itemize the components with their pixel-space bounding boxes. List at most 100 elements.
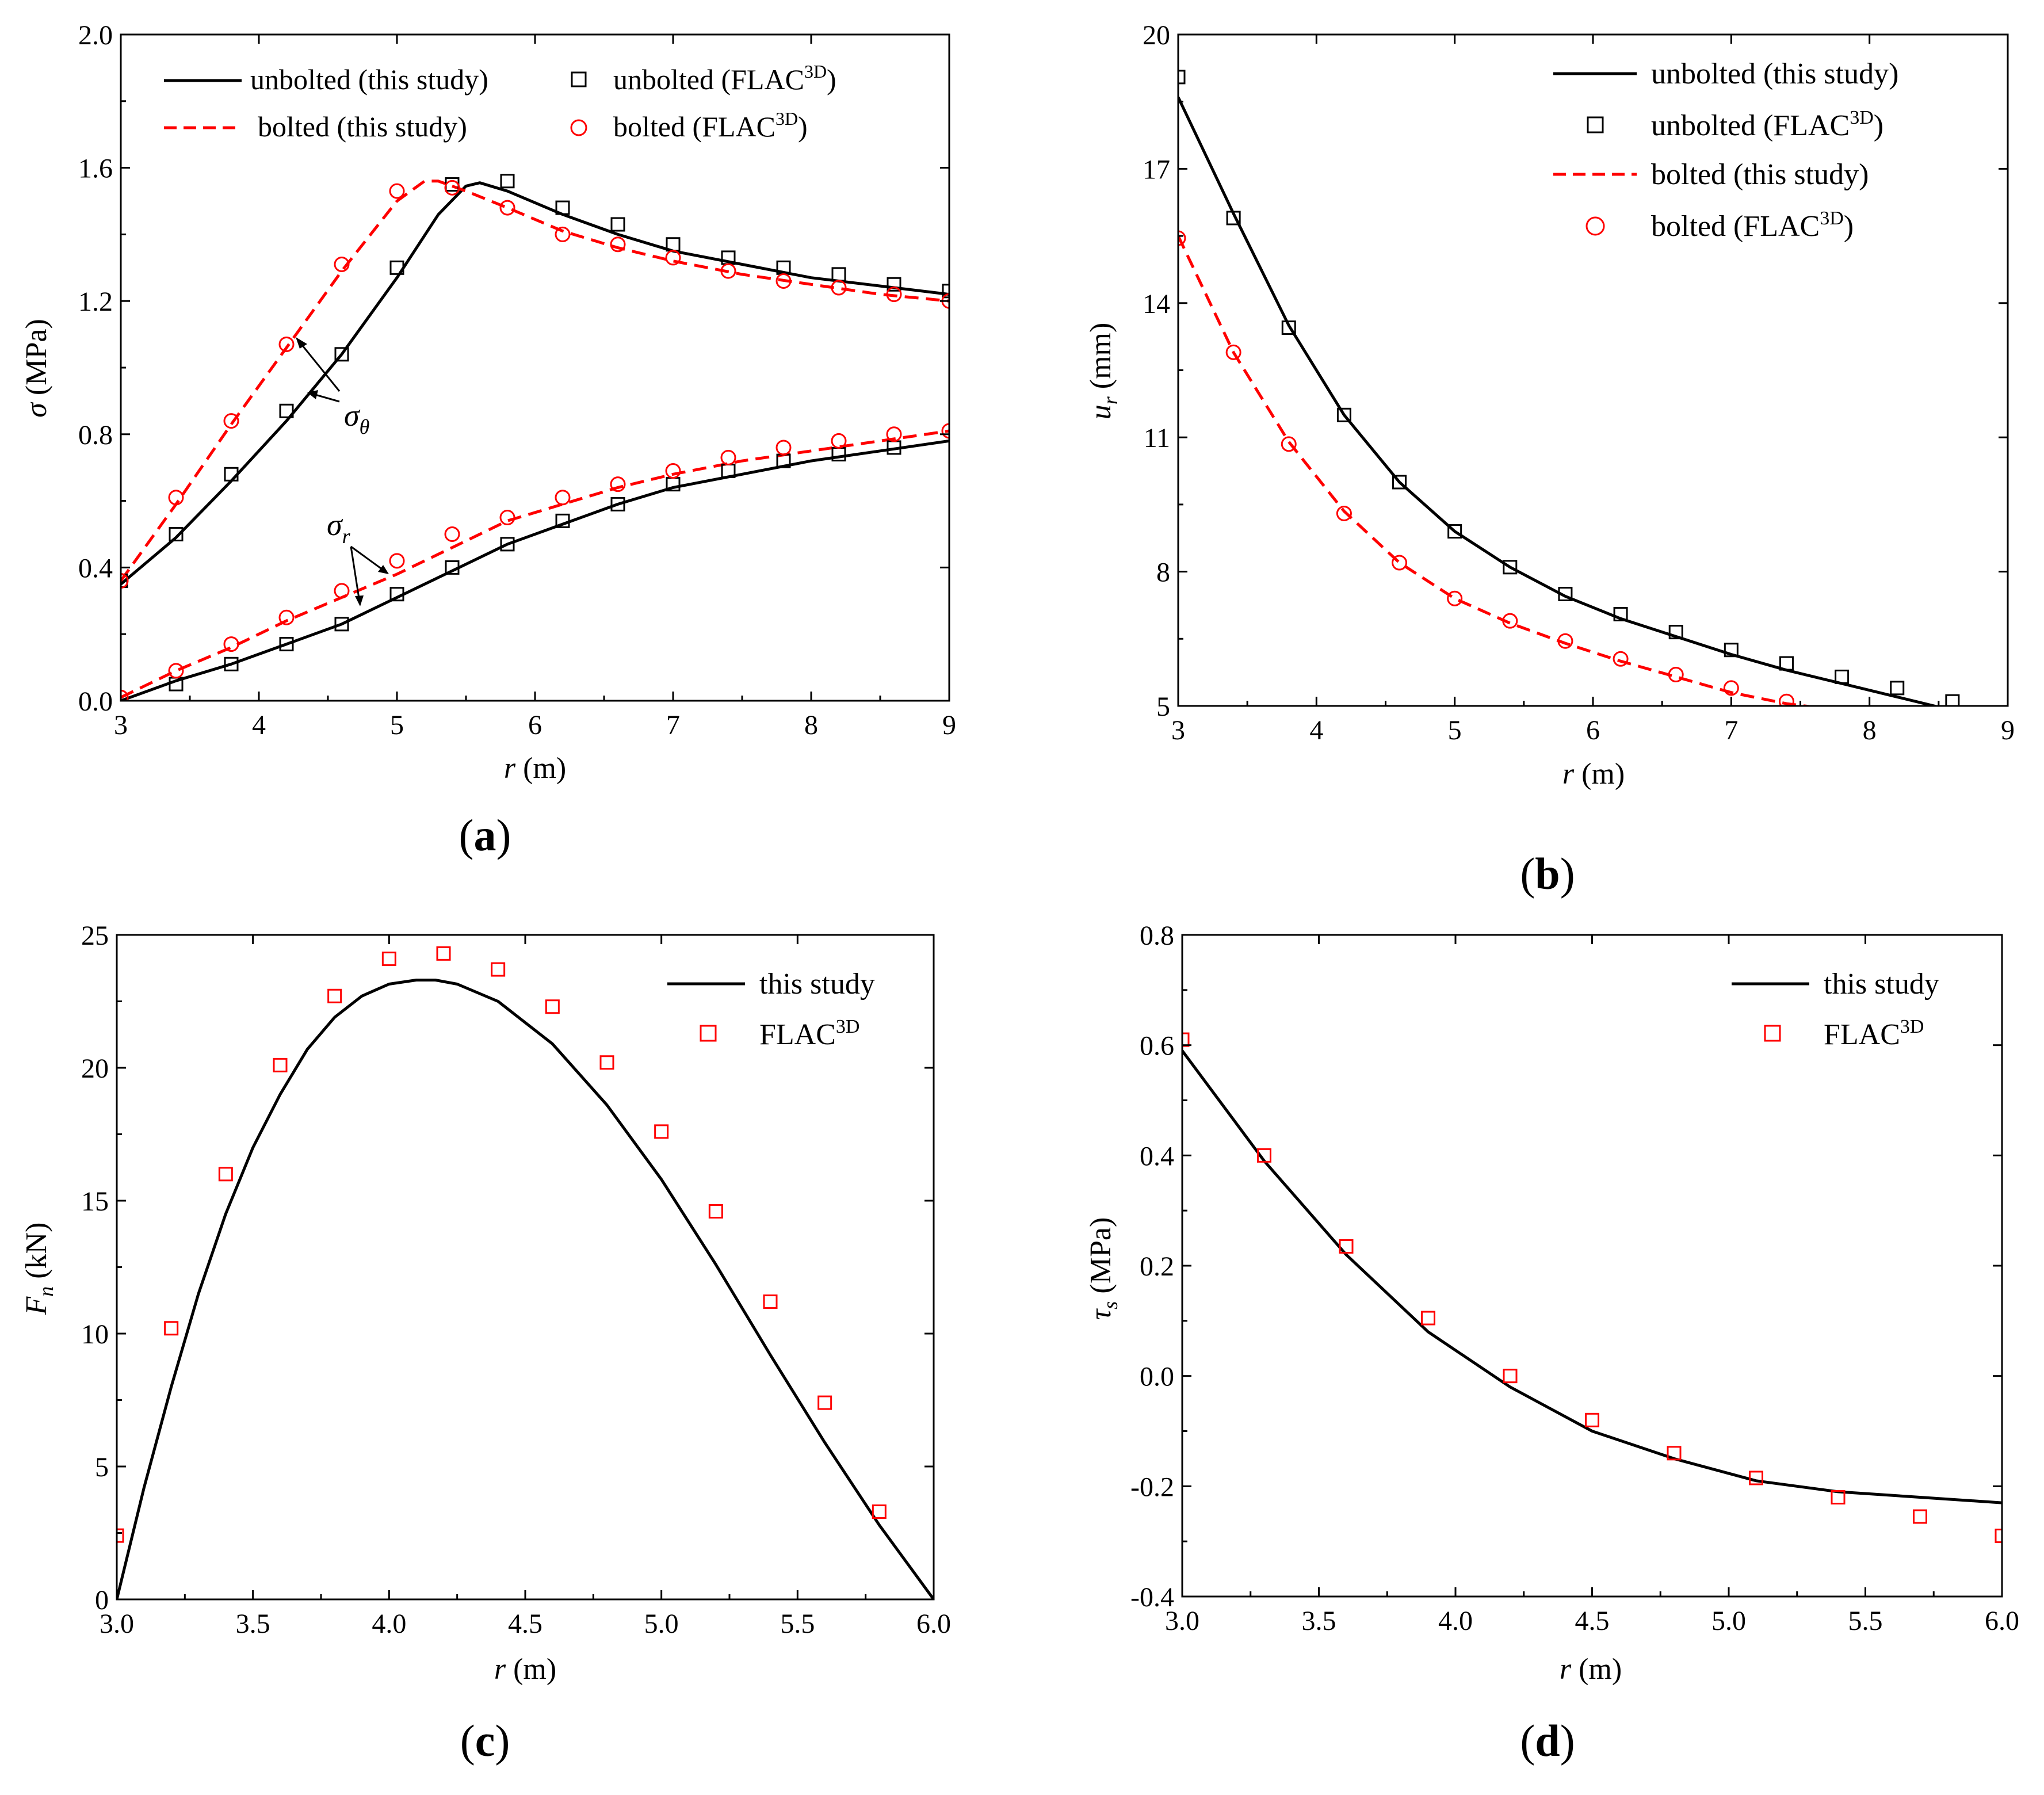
panel-a-series-6-point [500,537,515,552]
panel-d-x-tick-label: 4.0 [1438,1606,1473,1636]
panel-a-annotation-sigma-r: σr [327,507,389,606]
panel-c-series-1-point [436,946,451,961]
panel-a-series-7-point [831,433,847,449]
panel-a-y-tick-label: 1.6 [78,154,113,184]
panel-b-series-3-point [1557,633,1573,649]
panel-b-legend-bolted-flac3d: bolted (FLAC3D) [1651,208,1854,243]
panel-a-arrow-sigma-r-1 [350,545,383,571]
panel-a-series-2-line [121,439,949,701]
panel-a-series-4-point [555,200,570,215]
panel-b-series-2-point [1945,694,1960,706]
panel-b-legend-swatch-unbolted-square [1587,116,1604,133]
panel-c-legend-this-study: this study [759,968,875,1000]
panel-b-x-tick-label: 4 [1309,715,1323,746]
panel-b: 3 4 5 6 7 8 9 5 8 11 14 17 20 ur (mm) r (m) (b) unbo… [1084,20,2015,899]
panel-b-series-2-point [1724,643,1739,658]
panel-a-series-7-point [444,526,460,542]
panel-a-x-tick-label: 6 [528,710,542,740]
panel-b-series-2-point [1336,407,1351,422]
panel-a-series-4-point [389,260,404,275]
panel-a-series-5-point [334,257,350,273]
panel-c-ticks: 3.0 3.5 4.0 4.5 5.0 5.5 6.0 0 5 10 15 20 25 [81,921,951,1639]
panel-a-series-6-point [389,587,404,602]
panel-a-arrow-sigma-r-2 [350,546,360,599]
panel-a-plot-frame [120,33,950,702]
panel-b-label: (b) [1520,849,1575,899]
panel-a-x-axis-label: r (m) [504,752,566,785]
panel-d-y-tick-label: 0.0 [1140,1362,1174,1392]
panel-b-y-tick-label: 11 [1144,423,1170,453]
panel-a-x-tick-label: 5 [390,710,404,740]
panel-d-y-tick-label: -0.2 [1130,1472,1174,1502]
panel-b-series-2-point [1447,524,1462,539]
panel-c-series [117,946,934,1599]
panel-d-series-1-point [1667,1446,1682,1461]
panel-a-series-6-point [445,560,460,575]
panel-d-series-1-point [1421,1311,1435,1326]
panel-c-y-tick-label: 15 [81,1186,109,1217]
panel-a-series-4-point [500,174,515,189]
panel-b-series-2-point [1668,625,1683,640]
panel-b-series-2-point [1178,70,1186,85]
panel-b-series-3-point [1281,436,1297,452]
panel-b-x-tick-label: 7 [1724,715,1738,746]
panel-a-series-6-point [334,617,349,632]
panel-a-legend: unbolted (this study) unbolted (FLAC3D) … [164,61,836,143]
panel-b-series-3-point [1668,667,1684,683]
panel-b-ticks: 3 4 5 6 7 8 9 5 8 11 14 17 20 [1143,20,2015,746]
panel-b-series-2-point [1835,669,1850,684]
panel-a-series-0-line [121,181,949,586]
panel-b-x-tick-label: 9 [2001,715,2015,746]
panel-b-x-axis-label: r (m) [1562,758,1625,790]
panel-a-series-4-point [224,467,239,482]
panel-a-series-5-point [610,236,626,253]
panel-d-series-1-point [1503,1369,1518,1384]
panel-b-series [1178,70,1960,706]
panel-a-series-7-point [168,663,184,679]
panel-c-y-tick-label: 25 [81,921,109,951]
panel-a-series-5-point [278,336,295,352]
panel-c-series-1-point [164,1321,179,1336]
panel-a-series [121,174,949,701]
panel-c-x-tick-label: 3.5 [236,1609,270,1639]
panel-a-series-7-point [278,609,295,625]
panel-b-x-tick-label: 5 [1448,715,1462,746]
panel-c-series-1-point [491,962,506,977]
panel-a-series-5-point [886,287,902,303]
panel-c-x-tick-label: 5.0 [644,1609,679,1639]
panel-a-series-4-point [942,284,949,299]
panel-c-series-1-point [599,1055,614,1070]
panel-c-x-tick-label: 4.5 [508,1609,542,1639]
panel-a-series-7-point [775,440,792,456]
panel-c-y-tick-label: 0 [95,1585,109,1615]
panel-d-y-tick-label: -0.4 [1130,1582,1174,1613]
panel-d-y-tick-label: 0.4 [1140,1141,1174,1171]
panel-d-y-tick-label: 0.8 [1140,921,1174,951]
panel-d-x-tick-label: 3.5 [1302,1606,1336,1636]
panel-d-series-1-point [1749,1471,1763,1485]
panel-c-y-axis-label: Fn (kN) [20,1223,58,1316]
panel-b-y-tick-label: 14 [1143,289,1170,319]
panel-a-series-1-line [121,180,949,582]
panel-a-label-sigma-theta: σθ [344,398,369,438]
panel-d-y-axis-label: τs (MPa) [1084,1217,1122,1320]
panel-a-series-7-point [610,476,626,492]
panel-b-series-2-point [1503,560,1518,575]
panel-a-series-5-point [223,413,239,429]
panel-a-ticks: 3 4 5 6 7 8 9 0.0 0.4 0.8 1.2 1.6 2.0 [78,20,956,740]
panel-a-series-5-point [720,263,736,279]
panel-b-series-3-point [1178,230,1186,246]
panel-b-series-0-line [1178,96,1940,706]
panel-b-series-2-point [1558,587,1573,601]
panel-c-y-tick-label: 20 [81,1053,109,1084]
panel-b-y-tick-label: 8 [1156,557,1170,588]
panel-a-series-7-point [941,423,949,439]
panel-d-series-1-point [1913,1509,1927,1524]
panel-b-series-2-point [1226,211,1241,226]
panel-a-series-5-point [499,200,515,216]
panel-c-label: (c) [460,1716,510,1766]
panel-a-x-tick-label: 8 [804,710,818,740]
panel-a-legend-swatch-bolted-circle [570,119,587,136]
panel-a-arrowhead-sigma-theta-1 [296,337,307,349]
panel-b-y-tick-label: 20 [1143,20,1170,51]
